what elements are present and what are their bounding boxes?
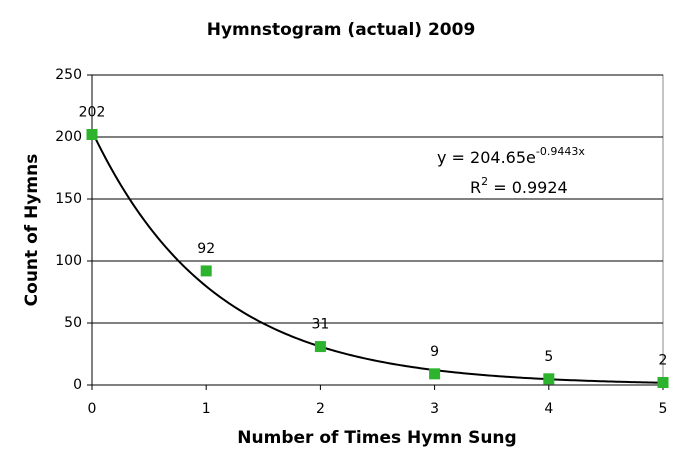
r-squared: R2 = 0.9924	[470, 175, 568, 197]
r-superscript: 2	[481, 175, 488, 188]
trendline-equation: y = 204.65e-0.9443x	[437, 145, 585, 167]
r-symbol: R	[470, 178, 481, 197]
y-tick-label: 50	[64, 315, 82, 331]
data-label: 5	[544, 349, 553, 365]
data-label: 31	[311, 317, 329, 333]
marker	[86, 129, 98, 141]
marker	[543, 373, 555, 385]
y-tick-label: 250	[55, 67, 82, 83]
chart-title: Hymnstogram (actual) 2009	[207, 20, 476, 40]
x-axis-title: Number of Times Hymn Sung	[237, 428, 516, 448]
r-squared-value: = 0.9924	[488, 178, 568, 197]
data-label: 202	[79, 105, 106, 121]
x-tick-label: 4	[544, 401, 553, 417]
data-label: 2	[659, 353, 668, 369]
data-label: 92	[197, 241, 215, 257]
y-tick-label: 0	[73, 377, 82, 393]
marker	[657, 377, 669, 389]
equation-text: y = 204.65e	[437, 148, 536, 167]
data-label: 9	[430, 344, 439, 360]
x-tick-label: 3	[430, 401, 439, 417]
x-tick-label: 2	[316, 401, 325, 417]
x-tick-label: 1	[202, 401, 211, 417]
marker	[314, 341, 326, 353]
x-tick-label: 0	[88, 401, 97, 417]
y-tick-label: 200	[55, 129, 82, 145]
trendline	[91, 130, 664, 384]
marker	[200, 265, 212, 277]
y-tick-label: 100	[55, 253, 82, 269]
x-tick-label: 5	[659, 401, 668, 417]
y-tick-label: 150	[55, 191, 82, 207]
y-axis-title: Count of Hymns	[22, 154, 42, 307]
marker	[429, 368, 441, 380]
equation-exponent: -0.9443x	[536, 145, 585, 158]
